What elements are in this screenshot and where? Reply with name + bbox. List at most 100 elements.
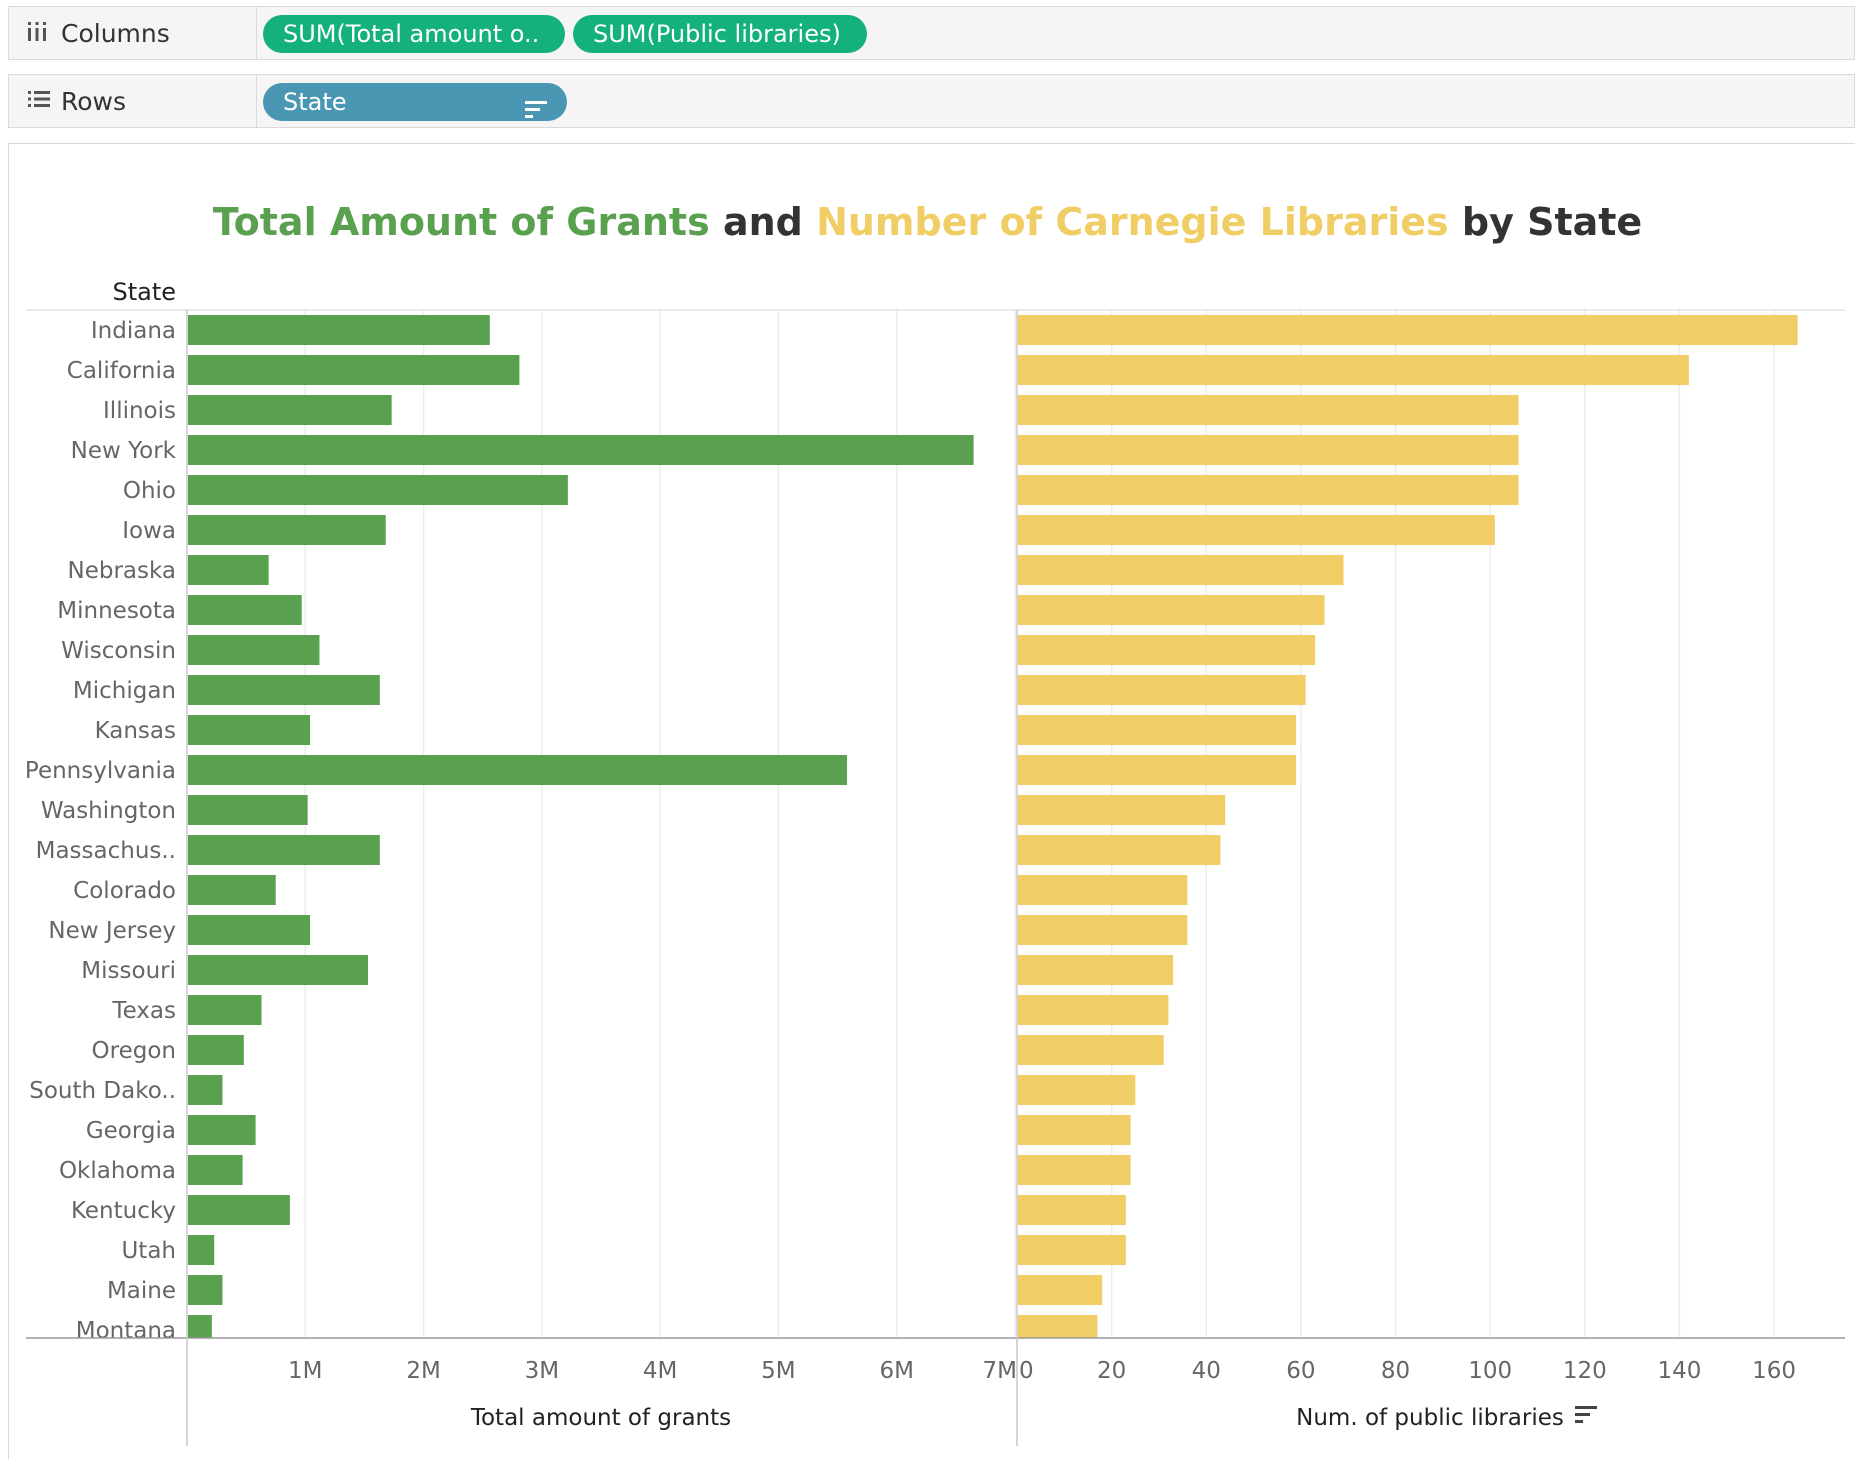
- bar-grants[interactable]: [188, 395, 392, 425]
- column-pill-libraries[interactable]: SUM(Public libraries): [573, 15, 867, 53]
- bar-grants[interactable]: [188, 955, 368, 985]
- tick-label-grants: 7M: [983, 1358, 1017, 1384]
- chart-title: Total Amount of Grants and Number of Car…: [0, 200, 1855, 244]
- bar-grants[interactable]: [188, 755, 848, 785]
- bar-grants[interactable]: [188, 515, 386, 545]
- bar-libraries[interactable]: [1018, 875, 1188, 905]
- column-pill-grants[interactable]: SUM(Total amount o..: [263, 15, 565, 53]
- bar-grants[interactable]: [188, 675, 380, 705]
- tick-label-grants: 1M: [288, 1358, 322, 1384]
- category-label: Oregon: [92, 1038, 176, 1064]
- category-label: Washington: [41, 798, 176, 824]
- axis-layer: [26, 309, 1845, 1446]
- category-label: Missouri: [81, 958, 176, 984]
- category-label: Massachus..: [36, 838, 176, 864]
- bars-layer: [188, 315, 1798, 1338]
- bar-grants[interactable]: [188, 1115, 256, 1145]
- bar-grants[interactable]: [188, 915, 311, 945]
- bar-grants[interactable]: [188, 795, 308, 825]
- title-grants: Total Amount of Grants: [212, 200, 710, 244]
- bar-grants[interactable]: [188, 1075, 223, 1105]
- bar-libraries[interactable]: [1018, 1235, 1126, 1265]
- bar-grants[interactable]: [188, 355, 520, 385]
- bar-libraries[interactable]: [1018, 795, 1226, 825]
- bar-libraries[interactable]: [1018, 595, 1325, 625]
- bar-grants[interactable]: [188, 595, 302, 625]
- bar-grants[interactable]: [188, 435, 974, 465]
- category-label: Illinois: [103, 398, 176, 424]
- tick-label-libraries: 40: [1192, 1358, 1221, 1384]
- rows-shelf: Rows State: [8, 74, 1855, 128]
- labels-layer: 1M 2M 3M 4M 5M 6M 7M 0 20 40 60 80 100 120 140 160 India…: [25, 318, 1796, 1384]
- tick-label-libraries: 0: [1019, 1358, 1034, 1384]
- bar-libraries[interactable]: [1018, 395, 1519, 425]
- bar-libraries[interactable]: [1018, 1275, 1103, 1305]
- bar-libraries[interactable]: [1018, 1195, 1126, 1225]
- bar-grants[interactable]: [188, 995, 262, 1025]
- bar-libraries[interactable]: [1018, 1315, 1098, 1338]
- tick-label-libraries: 20: [1097, 1358, 1126, 1384]
- bar-libraries[interactable]: [1018, 715, 1297, 745]
- category-label: Colorado: [73, 878, 176, 904]
- bar-grants[interactable]: [188, 555, 269, 585]
- bar-libraries[interactable]: [1018, 635, 1316, 665]
- tick-label-grants: 5M: [761, 1358, 795, 1384]
- columns-label: Columns: [61, 18, 170, 48]
- bar-libraries[interactable]: [1018, 435, 1519, 465]
- bar-grants[interactable]: [188, 835, 380, 865]
- bar-grants[interactable]: [188, 475, 568, 505]
- category-label: Wisconsin: [61, 638, 176, 664]
- bar-libraries[interactable]: [1018, 915, 1188, 945]
- sort-icon[interactable]: [525, 93, 547, 121]
- bar-libraries[interactable]: [1018, 755, 1297, 785]
- sort-descending-icon[interactable]: [1575, 1406, 1597, 1423]
- category-label: South Dako..: [29, 1078, 176, 1104]
- bar-grants[interactable]: [188, 1315, 212, 1338]
- tick-label-libraries: 160: [1752, 1358, 1796, 1384]
- bar-libraries[interactable]: [1018, 1035, 1164, 1065]
- bar-grants[interactable]: [188, 635, 320, 665]
- rows-label: Rows: [61, 86, 127, 116]
- category-label: Nebraska: [68, 558, 177, 584]
- bar-libraries[interactable]: [1018, 675, 1306, 705]
- category-label: New York: [71, 438, 177, 464]
- bar-grants[interactable]: [188, 315, 490, 345]
- bar-libraries[interactable]: [1018, 355, 1689, 385]
- row-header-state: State: [112, 278, 176, 306]
- category-label: Minnesota: [57, 598, 176, 624]
- tick-label-libraries: 100: [1468, 1358, 1512, 1384]
- bar-grants[interactable]: [188, 1155, 243, 1185]
- bar-libraries[interactable]: [1018, 955, 1174, 985]
- title-libraries: Number of Carnegie Libraries: [816, 200, 1449, 244]
- row-pill-state[interactable]: State: [263, 83, 567, 121]
- bar-libraries[interactable]: [1018, 1075, 1136, 1105]
- bar-libraries[interactable]: [1018, 1115, 1131, 1145]
- category-label: Kentucky: [71, 1198, 176, 1224]
- category-label: Ohio: [123, 478, 176, 504]
- columns-shelf: Columns SUM(Total amount o.. SUM(Public …: [8, 6, 1855, 60]
- rows-icon: [27, 89, 51, 113]
- tick-label-grants: 4M: [643, 1358, 677, 1384]
- bar-libraries[interactable]: [1018, 835, 1221, 865]
- bar-grants[interactable]: [188, 1235, 215, 1265]
- bar-libraries[interactable]: [1018, 515, 1495, 545]
- bar-grants[interactable]: [188, 715, 311, 745]
- category-label: Iowa: [122, 518, 176, 544]
- bar-libraries[interactable]: [1018, 315, 1798, 345]
- title-and: and: [709, 200, 817, 244]
- bar-libraries[interactable]: [1018, 995, 1169, 1025]
- rows-shelf-label: Rows: [9, 75, 257, 127]
- bar-grants[interactable]: [188, 875, 276, 905]
- category-label: Utah: [121, 1238, 176, 1264]
- bar-libraries[interactable]: [1018, 1155, 1131, 1185]
- bar-libraries[interactable]: [1018, 555, 1344, 585]
- tick-label-grants: 2M: [406, 1358, 440, 1384]
- bar-grants[interactable]: [188, 1035, 244, 1065]
- category-label: Georgia: [86, 1118, 176, 1144]
- category-label: Oklahoma: [59, 1158, 176, 1184]
- bar-libraries[interactable]: [1018, 475, 1519, 505]
- bar-grants[interactable]: [188, 1195, 290, 1225]
- bar-grants[interactable]: [188, 1275, 223, 1305]
- category-label: New Jersey: [48, 918, 176, 944]
